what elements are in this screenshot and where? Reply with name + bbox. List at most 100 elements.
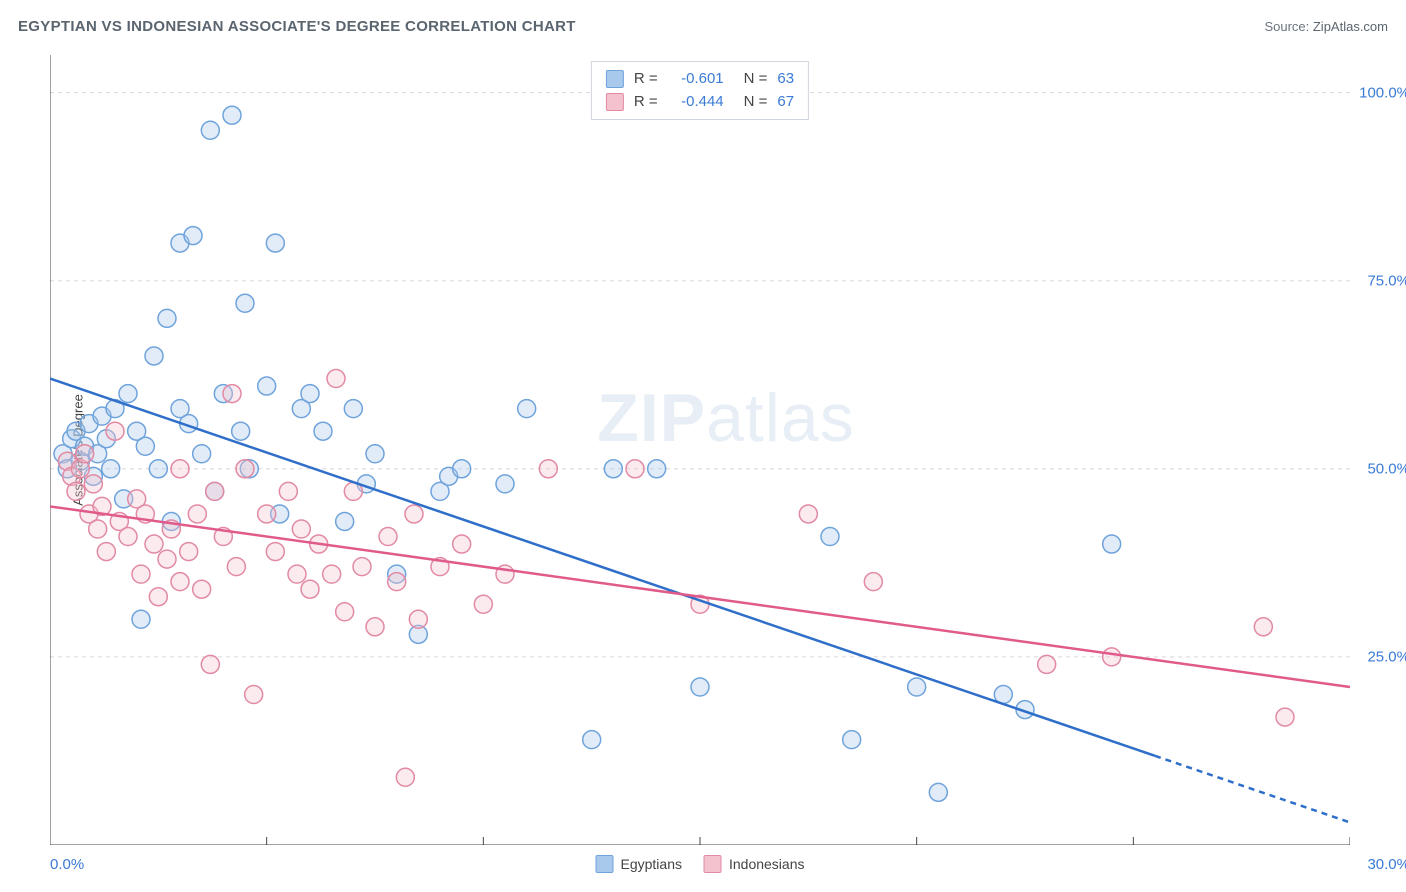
data-point	[149, 588, 167, 606]
data-point	[1103, 648, 1121, 666]
data-point	[323, 565, 341, 583]
trend-line	[50, 506, 1350, 687]
data-point	[314, 422, 332, 440]
data-point	[106, 422, 124, 440]
data-point	[929, 783, 947, 801]
r-value: -0.601	[668, 68, 724, 91]
trend-line-dashed	[1155, 756, 1350, 823]
y-tick-label: 50.0%	[1367, 460, 1406, 477]
data-point	[908, 678, 926, 696]
legend-swatch	[606, 70, 624, 88]
data-point	[97, 543, 115, 561]
data-point	[145, 347, 163, 365]
legend-swatch	[606, 93, 624, 111]
data-point	[379, 528, 397, 546]
data-point	[193, 445, 211, 463]
data-point	[1254, 618, 1272, 636]
data-point	[366, 618, 384, 636]
data-point	[409, 610, 427, 628]
data-point	[201, 655, 219, 673]
legend-stats-row: R = -0.601 N = 63	[606, 68, 794, 91]
plot-area	[50, 55, 1350, 845]
data-point	[583, 731, 601, 749]
data-point	[171, 573, 189, 591]
data-point	[89, 520, 107, 538]
data-point	[864, 573, 882, 591]
legend-item: Indonesians	[704, 855, 805, 873]
legend-item: Egyptians	[596, 855, 682, 873]
data-point	[843, 731, 861, 749]
n-label: N =	[744, 91, 768, 114]
data-point	[799, 505, 817, 523]
data-point	[132, 565, 150, 583]
data-point	[288, 565, 306, 583]
data-point	[245, 686, 263, 704]
trend-line	[50, 379, 1155, 756]
data-point	[193, 580, 211, 598]
data-point	[145, 535, 163, 553]
data-point	[180, 543, 198, 561]
data-point	[67, 482, 85, 500]
data-point	[258, 377, 276, 395]
y-tick-label: 100.0%	[1359, 84, 1406, 101]
data-point	[227, 558, 245, 576]
data-point	[821, 528, 839, 546]
data-point	[84, 475, 102, 493]
legend-label: Egyptians	[621, 856, 682, 872]
data-point	[232, 422, 250, 440]
data-point	[119, 528, 137, 546]
data-point	[539, 460, 557, 478]
data-point	[336, 512, 354, 530]
data-point	[188, 505, 206, 523]
r-label: R =	[634, 91, 658, 114]
legend-swatch	[704, 855, 722, 873]
data-point	[1276, 708, 1294, 726]
data-point	[206, 482, 224, 500]
chart-title: EGYPTIAN VS INDONESIAN ASSOCIATE'S DEGRE…	[18, 18, 576, 35]
data-point	[236, 294, 254, 312]
y-tick-label: 75.0%	[1367, 272, 1406, 289]
data-point	[474, 595, 492, 613]
data-point	[405, 505, 423, 523]
data-point	[344, 400, 362, 418]
n-value: 67	[777, 91, 794, 114]
n-label: N =	[744, 68, 768, 91]
data-point	[119, 385, 137, 403]
scatter-chart: Associate's Degree R = -0.601 N = 63 R =…	[50, 55, 1350, 845]
data-point	[648, 460, 666, 478]
data-point	[453, 535, 471, 553]
y-tick-label: 25.0%	[1367, 648, 1406, 665]
data-point	[496, 475, 514, 493]
r-value: -0.444	[668, 91, 724, 114]
data-point	[604, 460, 622, 478]
data-point	[301, 385, 319, 403]
n-value: 63	[777, 68, 794, 91]
data-point	[453, 460, 471, 478]
legend-stats-row: R = -0.444 N = 67	[606, 91, 794, 114]
r-label: R =	[634, 68, 658, 91]
x-tick-label: 0.0%	[50, 856, 84, 873]
data-point	[102, 460, 120, 478]
legend-label: Indonesians	[729, 856, 805, 872]
data-point	[279, 482, 297, 500]
data-point	[258, 505, 276, 523]
data-point	[396, 768, 414, 786]
data-point	[353, 558, 371, 576]
data-point	[336, 603, 354, 621]
data-point	[518, 400, 536, 418]
data-point	[223, 106, 241, 124]
x-tick-label: 30.0%	[1367, 856, 1406, 873]
correlation-legend: R = -0.601 N = 63 R = -0.444 N = 67	[591, 61, 809, 120]
data-point	[184, 227, 202, 245]
legend-swatch	[596, 855, 614, 873]
data-point	[327, 370, 345, 388]
series-legend: Egyptians Indonesians	[596, 855, 805, 873]
source-link[interactable]: ZipAtlas.com	[1313, 19, 1388, 34]
data-point	[301, 580, 319, 598]
data-point	[76, 445, 94, 463]
data-point	[136, 437, 154, 455]
data-point	[223, 385, 241, 403]
data-point	[132, 610, 150, 628]
data-point	[366, 445, 384, 463]
data-point	[149, 460, 167, 478]
